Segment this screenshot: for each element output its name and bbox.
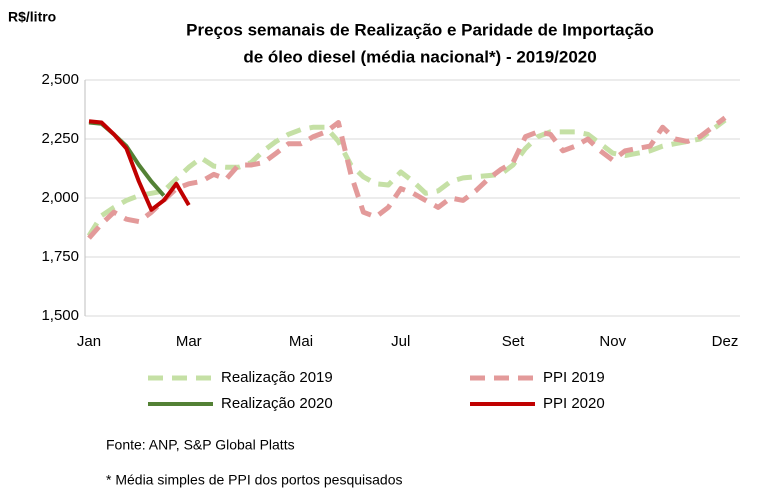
y-tick-label: 2,500 bbox=[41, 71, 79, 88]
y-tick-label: 2,250 bbox=[41, 130, 79, 147]
line bbox=[87, 115, 727, 240]
legend-label: PPI 2020 bbox=[543, 395, 605, 412]
chart-title: de óleo diesel (média nacional*) - 2019/… bbox=[243, 47, 596, 66]
legend-label: Realização 2019 bbox=[221, 369, 333, 386]
x-tick-label: Mai bbox=[289, 333, 313, 350]
x-tick-label: Mar bbox=[176, 333, 202, 350]
line bbox=[86, 118, 727, 238]
source: Fonte: ANP, S&P Global Platts bbox=[106, 437, 295, 453]
line bbox=[88, 120, 166, 197]
y-axis-label: R$/litro bbox=[8, 9, 56, 25]
x-tick-label: Nov bbox=[599, 333, 626, 350]
x-tick-label: Jan bbox=[77, 333, 101, 350]
y-tick-label: 2,000 bbox=[41, 189, 79, 206]
x-tick-label: Set bbox=[502, 333, 525, 350]
line bbox=[88, 119, 191, 212]
y-tick-label: 1,750 bbox=[41, 248, 79, 265]
footnote: * Média simples de PPI dos portos pesqui… bbox=[106, 472, 403, 488]
chart-title: Preços semanais de Realização e Paridade… bbox=[186, 20, 654, 39]
y-tick-label: 1,500 bbox=[41, 307, 79, 324]
x-tick-label: Jul bbox=[391, 333, 410, 350]
legend-label: Realização 2020 bbox=[221, 395, 333, 412]
x-tick-label: Dez bbox=[712, 333, 739, 350]
legend-label: PPI 2019 bbox=[543, 369, 605, 386]
